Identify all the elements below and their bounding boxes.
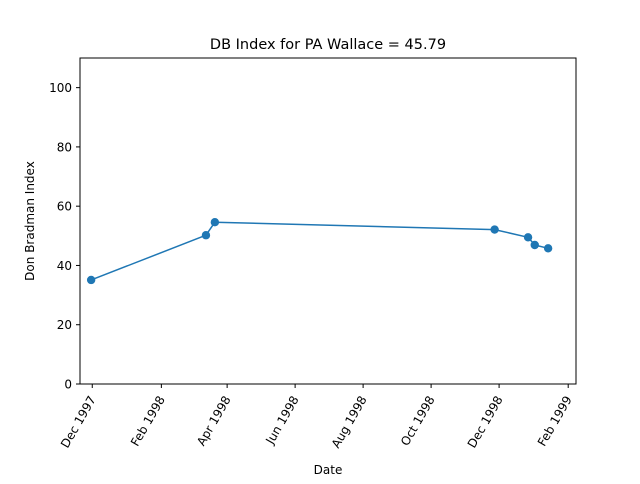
y-tick-label: 80 xyxy=(57,140,72,154)
x-axis-label: Date xyxy=(314,463,343,477)
series-layer xyxy=(86,217,553,285)
data-point xyxy=(490,225,499,234)
y-axis-label: Don Bradman Index xyxy=(23,161,37,281)
plot-area xyxy=(79,57,577,385)
data-point xyxy=(530,240,539,250)
axes-frame xyxy=(79,57,577,385)
data-point xyxy=(523,233,533,242)
data-point xyxy=(86,275,96,285)
y-axis: 0 20 40 60 80 100 xyxy=(49,81,80,392)
y-tick-label: 100 xyxy=(49,81,72,95)
chart-title: DB Index for PA Wallace = 45.79 xyxy=(210,37,446,53)
data-point xyxy=(543,244,553,253)
data-point xyxy=(201,231,211,240)
y-tick-label: 0 xyxy=(64,378,72,392)
y-tick-label: 60 xyxy=(57,200,72,214)
y-tick-label: 40 xyxy=(57,259,72,273)
y-tick-label: 20 xyxy=(57,318,72,332)
data-point xyxy=(210,217,220,227)
